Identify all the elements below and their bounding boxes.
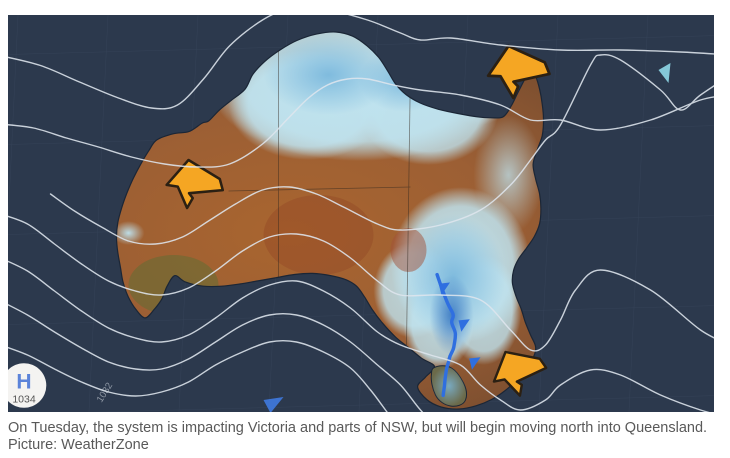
- svg-text:1034: 1034: [12, 394, 36, 406]
- svg-text:H: H: [16, 371, 31, 394]
